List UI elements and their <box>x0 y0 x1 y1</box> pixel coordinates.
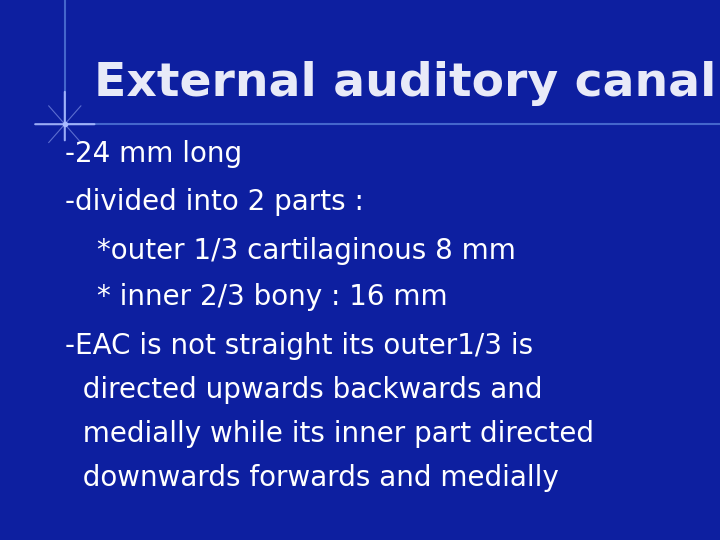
Text: directed upwards backwards and: directed upwards backwards and <box>65 376 542 404</box>
Text: *outer 1/3 cartilaginous 8 mm: *outer 1/3 cartilaginous 8 mm <box>97 237 516 265</box>
Text: -divided into 2 parts :: -divided into 2 parts : <box>65 188 364 217</box>
Text: -24 mm long: -24 mm long <box>65 140 242 168</box>
Text: downwards forwards and medially: downwards forwards and medially <box>65 464 559 492</box>
Text: External auditory canal: External auditory canal <box>94 61 716 106</box>
Text: * inner 2/3 bony : 16 mm: * inner 2/3 bony : 16 mm <box>97 283 448 311</box>
Text: medially while its inner part directed: medially while its inner part directed <box>65 420 594 448</box>
Text: -EAC is not straight its outer1/3 is: -EAC is not straight its outer1/3 is <box>65 332 533 360</box>
